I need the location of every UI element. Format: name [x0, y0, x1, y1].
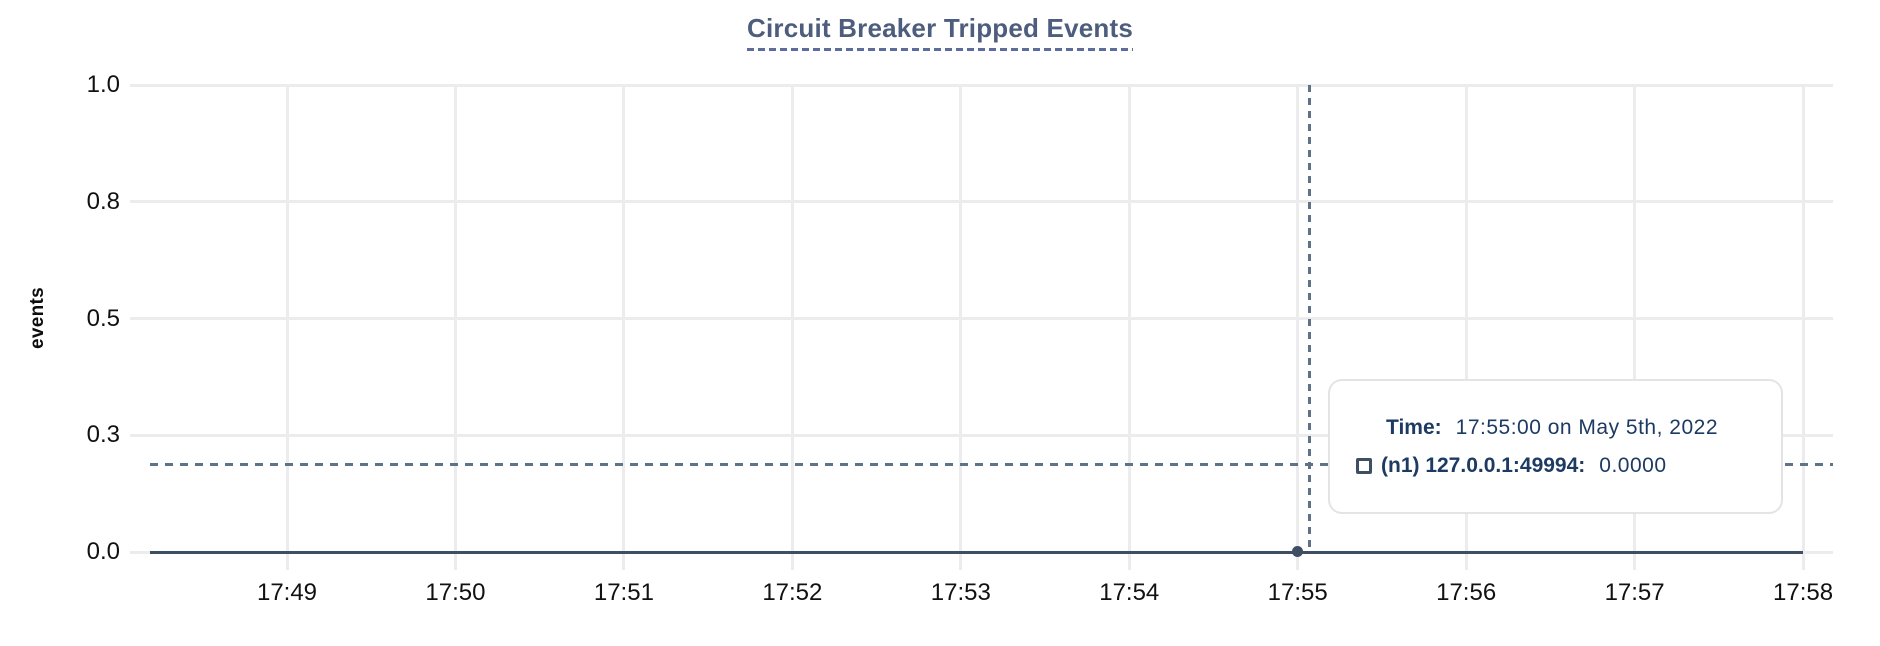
tooltip-time-label: Time:: [1386, 415, 1442, 439]
square-outline-icon: [1356, 457, 1372, 474]
x-tick-label: 17:52: [762, 579, 823, 606]
y-gridline: [130, 200, 1833, 204]
x-gridline: [1296, 85, 1300, 570]
y-gridline: [130, 433, 1833, 437]
x-tick-label: 17:49: [256, 579, 318, 606]
x-gridline: [1633, 85, 1637, 570]
hovered-point-dot: [1292, 546, 1303, 557]
x-gridline: [959, 85, 963, 570]
y-tick-label: 0.3: [86, 421, 120, 449]
x-tick-label: 17:51: [593, 579, 654, 606]
y-axis-title: events: [27, 286, 48, 350]
plot-area[interactable]: [130, 83, 1833, 570]
tooltip-series-label: (n1) 127.0.0.1:49994:: [1381, 453, 1586, 477]
x-gridline: [453, 85, 457, 570]
y-gridline: [130, 317, 1833, 320]
crosshair-vertical-line: [1307, 85, 1311, 552]
x-gridline: [1464, 85, 1468, 570]
x-tick-label: 17:57: [1604, 579, 1665, 606]
y-tick-label: 0.8: [86, 187, 120, 215]
y-tick-label: 0.0: [86, 538, 120, 565]
tooltip-time-value: 17:55:00 on May 5th, 2022: [1455, 415, 1718, 439]
x-tick-label: 17:58: [1773, 579, 1834, 606]
chart-header: Circuit Breaker Tripped Events: [0, 13, 1880, 51]
x-gridline: [790, 85, 794, 570]
x-tick-label: 17:56: [1436, 579, 1497, 606]
y-gridline: [130, 83, 1833, 87]
tooltip-series-row: (n1) 127.0.0.1:49994: 0.0000: [1356, 454, 1755, 478]
x-gridline: [1127, 85, 1131, 570]
tooltip-time-row: Time: 17:55:00 on May 5th, 2022: [1356, 416, 1755, 440]
y-tick-label: 0.5: [86, 304, 120, 332]
chart-tooltip: Time: 17:55:00 on May 5th, 2022 (n1) 127…: [1328, 379, 1783, 514]
tooltip-series-value: 0.0000: [1599, 453, 1667, 477]
x-tick-label: 17:50: [425, 579, 486, 606]
crosshair-horizontal-line: [150, 462, 1833, 466]
x-gridline: [1801, 85, 1805, 570]
x-tick-label: 17:54: [1099, 579, 1160, 606]
y-tick-label: 1.0: [86, 71, 120, 98]
x-tick-label: 17:55: [1267, 579, 1328, 606]
chart-title[interactable]: Circuit Breaker Tripped Events: [746, 13, 1134, 51]
series-line: [150, 550, 1803, 554]
x-gridline: [285, 85, 289, 570]
x-tick-label: 17:53: [930, 579, 991, 606]
x-gridline: [622, 85, 626, 570]
